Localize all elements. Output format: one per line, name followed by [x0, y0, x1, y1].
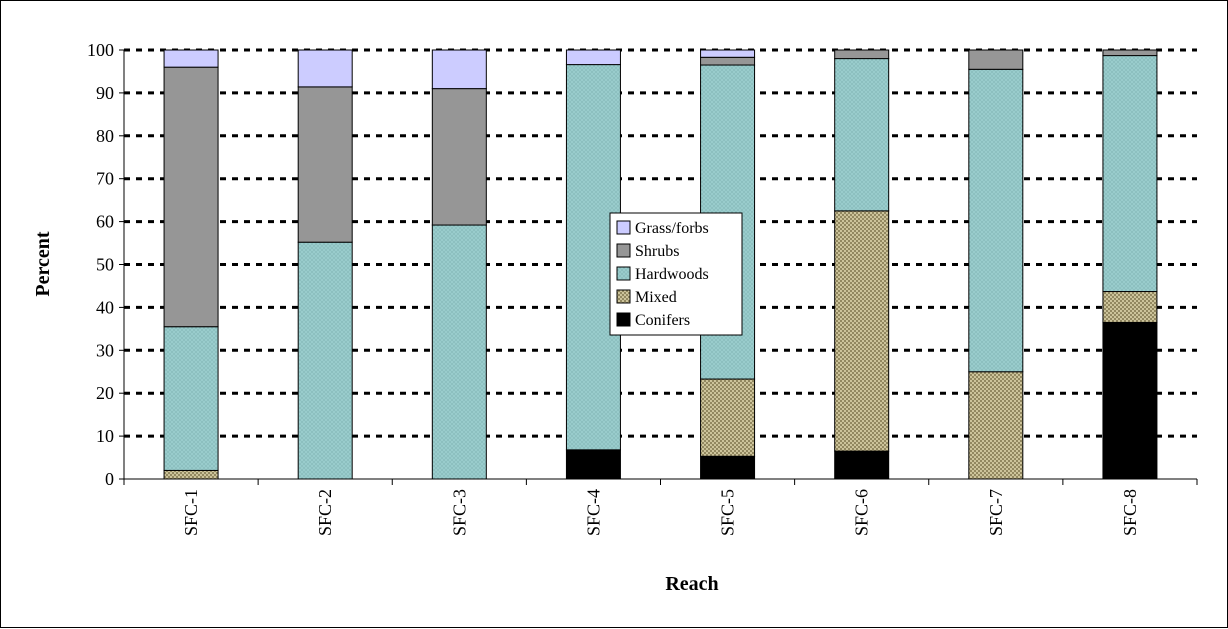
y-axis-title: Percent	[32, 231, 54, 296]
bar-segment-mixed	[834, 210, 890, 452]
legend-swatch	[616, 266, 631, 281]
x-tick-label: SFC-6	[852, 489, 872, 536]
bar-segment-shrubs	[163, 66, 219, 328]
bar-segment-shrubs	[297, 86, 353, 243]
y-tick-label: 90	[96, 83, 114, 103]
bar-segment-shrubs	[700, 56, 756, 66]
bar-segment-grass-forbs	[431, 49, 487, 90]
bar-segment-grass-forbs	[163, 49, 219, 68]
bar-segment-mixed	[968, 371, 1024, 480]
bar-segment-hardwoods	[163, 326, 219, 471]
legend-swatch	[616, 220, 631, 235]
bar-segment-conifers	[565, 449, 621, 480]
y-tick-labels: 0 10 20 30 40 50 60 70 80 90 100	[87, 40, 114, 489]
y-tick-label: 50	[96, 255, 114, 275]
x-tick-label: SFC-7	[986, 489, 1006, 536]
x-tick-labels: SFC-1 SFC-2 SFC-3 SFC-4 SFC-5 SFC-6 SFC-7 SFC-8	[181, 489, 1140, 536]
x-tick-label: SFC-3	[449, 489, 469, 536]
bar-segment-conifers	[700, 455, 756, 480]
axes	[119, 49, 1198, 485]
x-tick-label: SFC-1	[181, 489, 201, 536]
x-tick-label: SFC-5	[718, 489, 738, 536]
legend-label: Hardwoods	[635, 266, 709, 283]
legend-item: Hardwoods	[616, 266, 709, 283]
legend-item: Shrubs	[616, 243, 679, 260]
bar-segment-mixed	[700, 378, 756, 457]
y-tick-label: 80	[96, 126, 114, 146]
x-axis-title: Reach	[665, 573, 718, 595]
bar-segment-hardwoods	[834, 58, 890, 212]
bar-segment-grass-forbs	[297, 49, 353, 88]
y-tick-label: 20	[96, 383, 114, 403]
legend: Grass/forbs Shrubs Hardwoods Mixed Conifers	[609, 212, 743, 336]
legend-swatch	[616, 243, 631, 258]
x-tick-label: SFC-2	[315, 489, 335, 536]
legend-label: Grass/forbs	[635, 220, 709, 237]
y-tick-label: 10	[96, 426, 114, 446]
y-tick-label: 100	[87, 40, 114, 60]
bar-segment-grass-forbs	[565, 49, 621, 66]
y-tick-label: 30	[96, 340, 114, 360]
bar-segment-hardwoods	[431, 224, 487, 480]
bar-segment-hardwoods	[1102, 55, 1158, 293]
legend-label: Mixed	[635, 289, 677, 306]
legend-item: Grass/forbs	[616, 220, 709, 237]
bar-segment-shrubs	[834, 49, 890, 60]
y-tick-label: 70	[96, 169, 114, 189]
bar-segment-shrubs	[968, 49, 1024, 70]
bar-segment-hardwoods	[297, 241, 353, 480]
legend-item: Conifers	[616, 312, 690, 329]
bar-segment-conifers	[1102, 321, 1158, 480]
bar-segment-shrubs	[431, 88, 487, 226]
bar-segment-mixed	[163, 469, 219, 480]
legend-label: Conifers	[635, 312, 690, 329]
legend-swatch	[616, 312, 631, 327]
x-tick-label: SFC-8	[1120, 489, 1140, 536]
bar-segment-conifers	[834, 450, 890, 480]
bar-segment-hardwoods	[968, 68, 1024, 373]
legend-item: Mixed	[616, 289, 677, 306]
bar-segment-grass-forbs	[700, 49, 756, 58]
y-tick-label: 0	[105, 469, 114, 489]
legend-box	[609, 212, 743, 336]
x-tick-label: SFC-4	[583, 489, 603, 536]
legend-swatch	[616, 289, 631, 304]
bar-segment-shrubs	[1102, 49, 1158, 57]
legend-label: Shrubs	[635, 243, 679, 260]
bar-segment-mixed	[1102, 291, 1158, 323]
y-tick-label: 40	[96, 297, 114, 317]
y-tick-label: 60	[96, 212, 114, 232]
